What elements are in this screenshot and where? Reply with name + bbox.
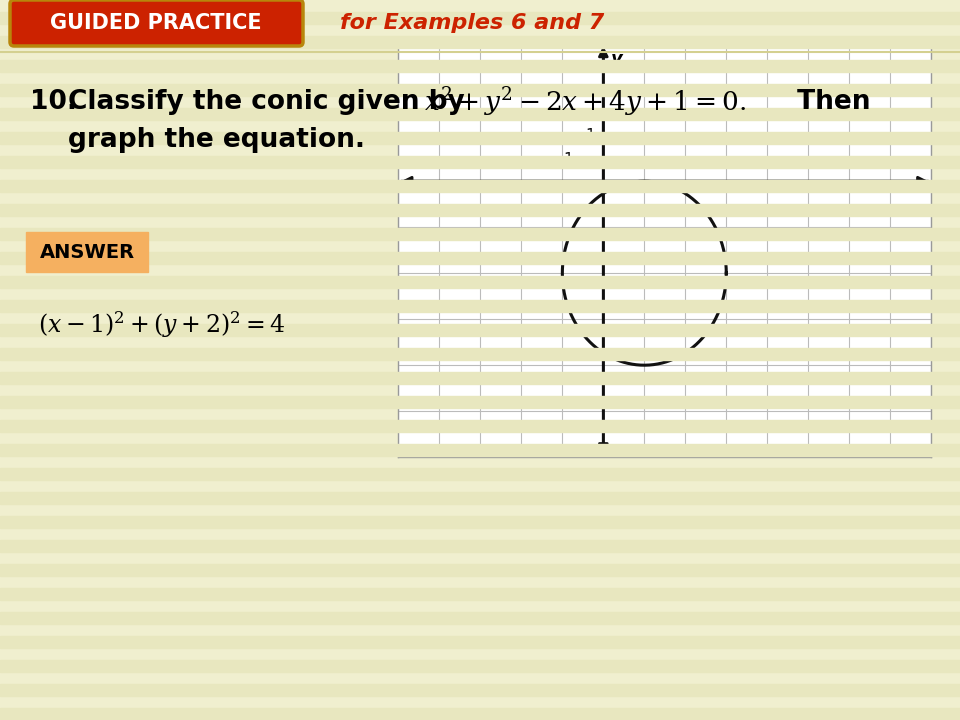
Bar: [0, 516, 960, 528]
Bar: [0, 468, 960, 480]
Bar: [0, 612, 960, 624]
Bar: [0, 636, 960, 648]
Text: Classify the conic given by: Classify the conic given by: [68, 89, 474, 115]
Text: $1$: $1$: [585, 127, 595, 143]
Bar: [0, 12, 960, 24]
Bar: [0, 660, 960, 672]
Text: for Examples 6 and 7: for Examples 6 and 7: [340, 13, 604, 33]
Text: GUIDED PRACTICE: GUIDED PRACTICE: [50, 13, 262, 33]
Bar: [0, 684, 960, 696]
Text: ANSWER: ANSWER: [39, 243, 134, 261]
Bar: [0, 60, 960, 72]
Bar: [0, 492, 960, 504]
FancyBboxPatch shape: [26, 232, 148, 272]
Bar: [0, 108, 960, 120]
Bar: [0, 252, 960, 264]
Bar: [0, 276, 960, 288]
Text: $(x - 1)^2 + (y + 2)^2 = 4$: $(x - 1)^2 + (y + 2)^2 = 4$: [38, 310, 285, 341]
Bar: [0, 372, 960, 384]
Bar: [0, 396, 960, 408]
Bar: [0, 84, 960, 96]
Text: graph the equation.: graph the equation.: [68, 127, 365, 153]
Bar: [0, 564, 960, 576]
Bar: [0, 180, 960, 192]
Bar: [0, 36, 960, 48]
Bar: [0, 708, 960, 720]
Text: y: y: [611, 50, 622, 68]
Bar: [0, 228, 960, 240]
Bar: [0, 156, 960, 168]
Bar: [0, 420, 960, 432]
Bar: [0, 348, 960, 360]
Text: $-1$: $-1$: [551, 151, 574, 168]
Text: x: x: [913, 202, 925, 220]
Text: 10.: 10.: [30, 89, 77, 115]
Bar: [0, 588, 960, 600]
Bar: [0, 204, 960, 216]
Bar: [0, 324, 960, 336]
Bar: [0, 540, 960, 552]
Bar: [0, 444, 960, 456]
Bar: [0, 132, 960, 144]
Text: $x^2 + y^2 - 2x + 4y + 1 = 0.$: $x^2 + y^2 - 2x + 4y + 1 = 0.$: [424, 85, 746, 119]
Text: Then: Then: [788, 89, 871, 115]
Bar: [0, 300, 960, 312]
FancyBboxPatch shape: [10, 0, 303, 46]
